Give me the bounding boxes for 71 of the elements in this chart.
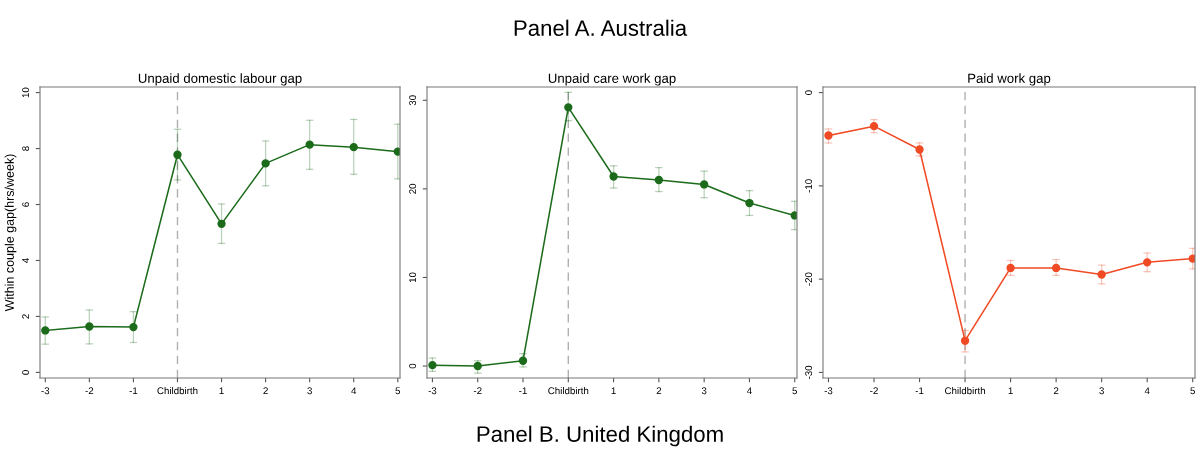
point	[305, 140, 314, 149]
point	[654, 175, 664, 185]
y-tick-label: 30	[409, 95, 417, 106]
x-tick-label: 4	[351, 387, 357, 395]
x-tick-label: -1	[915, 387, 924, 395]
x-tick-label: -2	[870, 387, 878, 395]
y-axis-title: Within couple gap(hrs/week)	[4, 154, 17, 312]
y-tick-label: 2	[22, 314, 29, 319]
point	[41, 326, 50, 335]
y-tick-label: -10	[805, 179, 813, 193]
y-tick-label: 6	[22, 202, 30, 207]
chart-title: Unpaid care work gap	[548, 73, 676, 86]
text: Panel B. United Kingdom	[477, 425, 723, 447]
point	[609, 172, 618, 181]
y-tick-label: 0	[805, 90, 813, 95]
point	[85, 322, 94, 331]
point	[790, 211, 797, 220]
point	[173, 150, 182, 159]
x-tick-label: -2	[473, 387, 482, 395]
x-tick-label: Childbirth	[548, 387, 589, 395]
point	[518, 356, 528, 365]
x-tick-label: -3	[824, 387, 833, 395]
text: Panel A. Australia	[514, 19, 688, 36]
x-tick-label: 3	[701, 387, 707, 395]
point	[1188, 254, 1195, 263]
y-tick-label: 10	[22, 87, 30, 98]
y-tick-label: -20	[805, 272, 813, 286]
x-tick-label: Childbirth	[157, 387, 198, 395]
x-tick-label: 5	[395, 387, 401, 395]
x-tick-label: 1	[611, 387, 616, 395]
point	[824, 131, 833, 140]
y-tick-label: -30	[805, 365, 813, 379]
x-tick-label: 2	[263, 387, 268, 395]
point	[745, 198, 754, 208]
y-tick-label: 8	[22, 146, 30, 151]
point	[473, 361, 482, 371]
x-tick-label: 3	[307, 387, 312, 395]
chart-title: Paid work gap	[968, 73, 1051, 86]
point	[869, 122, 879, 131]
x-tick-label: -3	[428, 387, 437, 395]
point	[349, 142, 358, 152]
x-tick-label: 4	[1144, 387, 1150, 395]
x-tick-label: 5	[792, 387, 798, 395]
x-tick-label: -1	[519, 387, 527, 395]
y-tick-label: 10	[409, 272, 417, 283]
x-tick-label: 3	[1099, 387, 1104, 395]
x-tick-label: 2	[656, 387, 662, 395]
x-tick-label: Childbirth	[945, 387, 985, 395]
point	[960, 336, 970, 345]
y-tick-label: 4	[22, 258, 29, 263]
point	[1097, 270, 1106, 279]
x-tick-label: 2	[1053, 387, 1059, 395]
x-tick-label: 4	[746, 387, 752, 395]
x-tick-label: 5	[1190, 387, 1196, 395]
point	[1006, 263, 1015, 273]
point	[699, 180, 709, 189]
x-tick-label: -3	[41, 387, 50, 395]
x-tick-label: -2	[85, 387, 94, 395]
chart-title: Unpaid domestic labour gap	[138, 73, 302, 86]
point	[1143, 258, 1152, 267]
x-tick-label: 1	[1008, 387, 1013, 395]
point	[1051, 263, 1061, 273]
point	[261, 159, 270, 168]
point	[217, 219, 226, 228]
y-tick-label: 0	[22, 370, 30, 375]
y-tick-label: 20	[409, 183, 417, 194]
point	[129, 322, 138, 332]
x-tick-label: 1	[219, 387, 224, 395]
y-tick-label: 0	[409, 363, 417, 369]
x-tick-label: -1	[129, 387, 138, 395]
point	[564, 103, 573, 112]
